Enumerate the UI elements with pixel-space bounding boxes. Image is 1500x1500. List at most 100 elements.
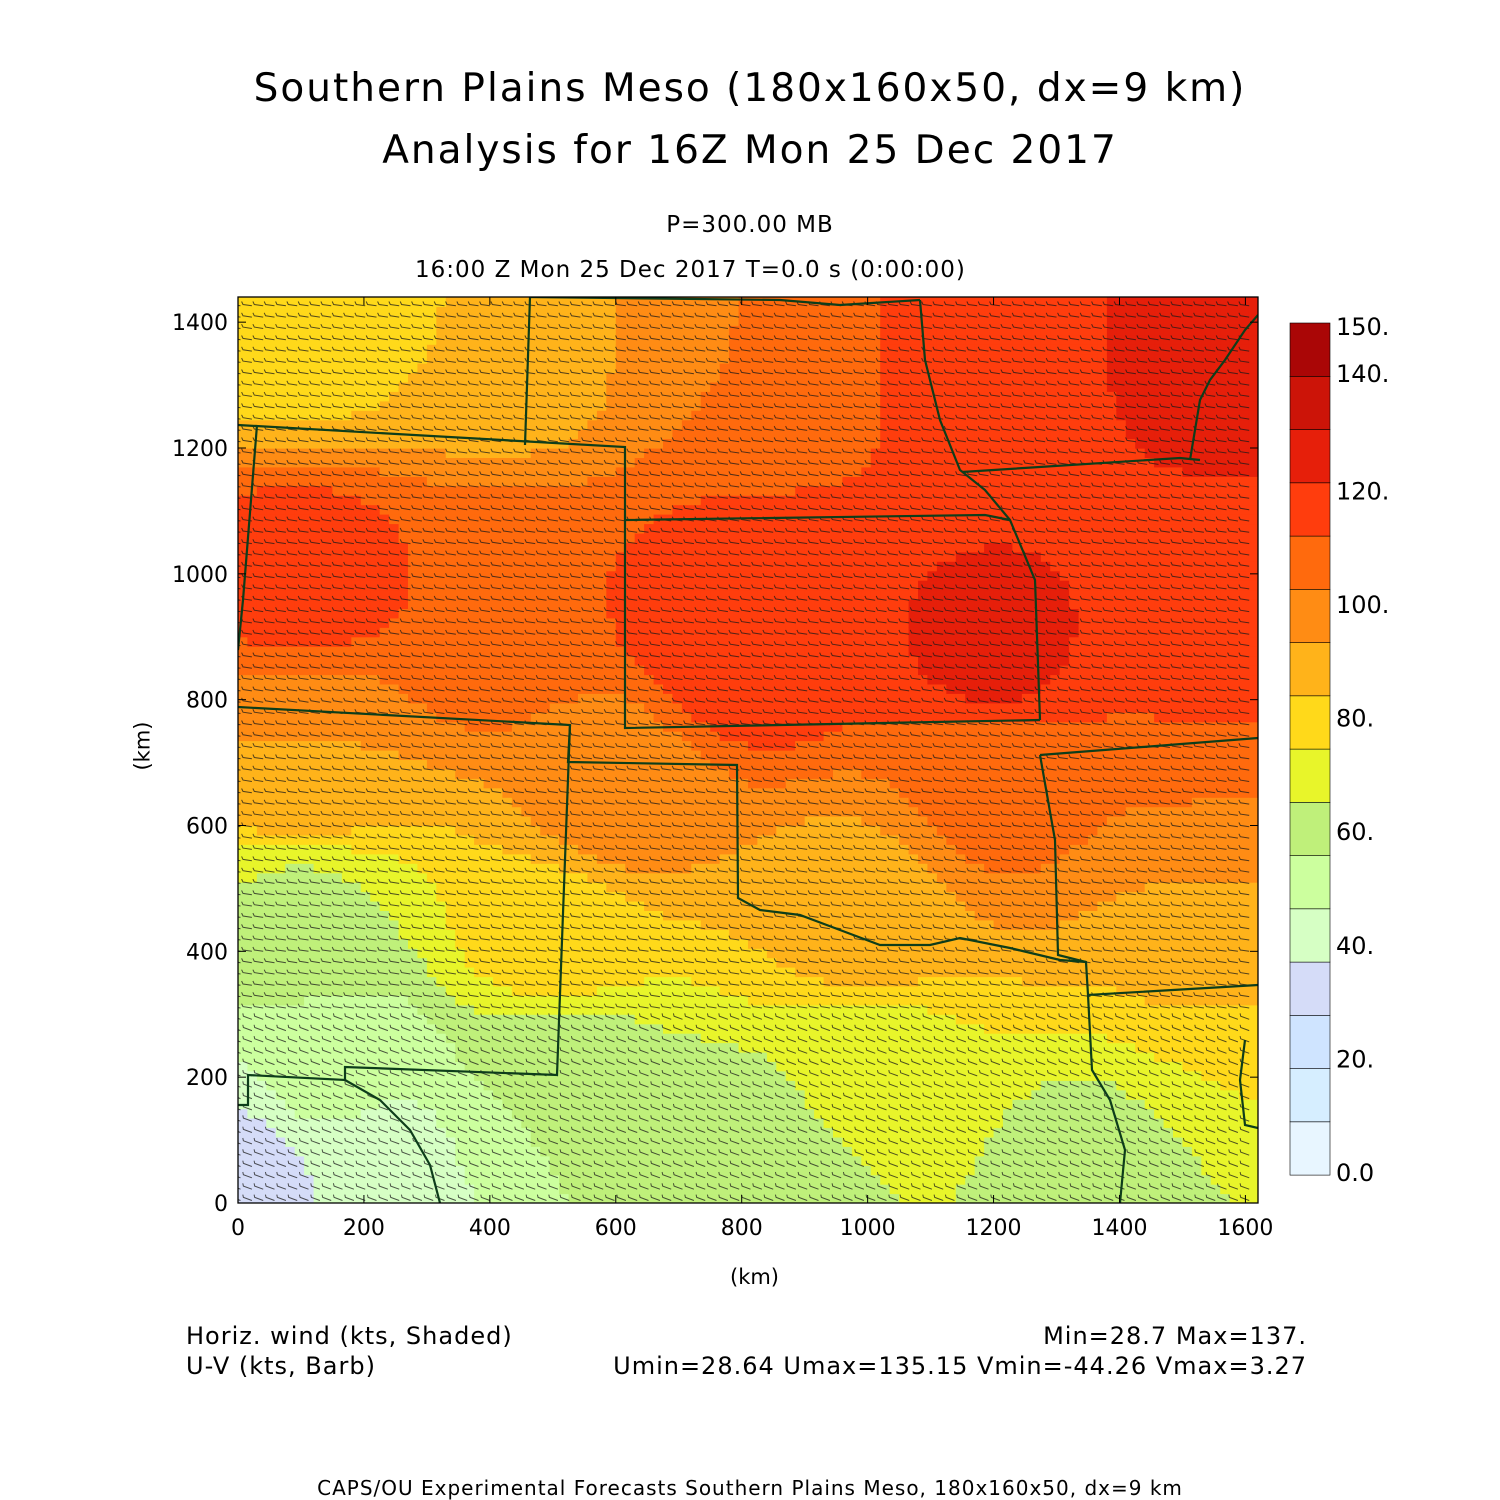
field-cell	[389, 476, 399, 486]
field-cell	[663, 439, 673, 449]
field-cell	[663, 769, 673, 779]
field-cell	[512, 514, 522, 524]
field-cell	[323, 1005, 333, 1015]
field-cell	[569, 401, 579, 411]
field-cell	[304, 712, 314, 722]
field-cell	[380, 778, 390, 788]
field-cell	[474, 854, 484, 864]
field-cell	[644, 401, 654, 411]
field-cell	[455, 1014, 465, 1024]
field-cell	[502, 854, 512, 864]
field-cell	[285, 741, 295, 751]
field-cell	[720, 382, 730, 392]
field-cell	[587, 703, 597, 713]
field-cell	[720, 533, 730, 543]
field-cell	[720, 1061, 730, 1071]
field-cell	[663, 665, 673, 675]
field-cell	[285, 1137, 295, 1147]
field-cell	[285, 892, 295, 902]
field-cell	[342, 420, 352, 430]
field-cell	[276, 929, 286, 939]
field-cell	[625, 344, 635, 354]
field-cell	[587, 722, 597, 732]
field-cell	[361, 1137, 371, 1147]
field-cell	[455, 1146, 465, 1156]
field-cell	[474, 1137, 484, 1147]
field-cell	[380, 344, 390, 354]
field-cell	[720, 939, 730, 949]
field-cell	[304, 495, 314, 505]
field-cell	[436, 344, 446, 354]
field-cell	[493, 986, 503, 996]
field-cell	[323, 910, 333, 920]
field-cell	[512, 1033, 522, 1043]
field-cell	[446, 684, 456, 694]
field-cell	[559, 306, 569, 316]
field-cell	[701, 590, 711, 600]
field-cell	[361, 835, 371, 845]
field-cell	[455, 514, 465, 524]
field-cell	[285, 571, 295, 581]
field-cell	[569, 476, 579, 486]
field-cell	[266, 608, 276, 618]
field-cell	[304, 892, 314, 902]
field-cell	[531, 1061, 541, 1071]
field-cell	[550, 826, 560, 836]
field-cell	[625, 1109, 635, 1119]
field-cell	[682, 439, 692, 449]
field-cell	[342, 835, 352, 845]
field-cell	[455, 967, 465, 977]
field-cell	[266, 382, 276, 392]
field-cell	[587, 363, 597, 373]
field-cell	[672, 873, 682, 883]
field-cell	[531, 665, 541, 675]
field-cell	[247, 552, 257, 562]
field-cell	[502, 401, 512, 411]
field-cell	[455, 590, 465, 600]
field-cell	[644, 1005, 654, 1015]
field-cell	[531, 457, 541, 467]
field-cell	[493, 1165, 503, 1175]
field-cell	[247, 316, 257, 326]
field-cell	[361, 703, 371, 713]
field-cell	[587, 967, 597, 977]
field-cell	[531, 778, 541, 788]
field-cell	[399, 741, 409, 751]
field-cell	[512, 363, 522, 373]
field-cell	[247, 665, 257, 675]
field-cell	[531, 948, 541, 958]
field-cell	[701, 1052, 711, 1062]
field-cell	[559, 712, 569, 722]
field-cell	[417, 769, 427, 779]
field-cell	[304, 344, 314, 354]
field-cell	[417, 882, 427, 892]
field-cell	[569, 306, 579, 316]
field-cell	[446, 797, 456, 807]
field-cell	[672, 627, 682, 637]
field-cell	[474, 1080, 484, 1090]
field-cell	[380, 741, 390, 751]
field-cell	[531, 741, 541, 751]
field-cell	[493, 684, 503, 694]
field-cell	[332, 910, 342, 920]
field-cell	[512, 1184, 522, 1194]
field-cell	[266, 797, 276, 807]
field-cell	[663, 1146, 673, 1156]
field-cell	[436, 882, 446, 892]
field-cell	[276, 684, 286, 694]
field-cell	[446, 542, 456, 552]
field-cell	[389, 646, 399, 656]
field-cell	[720, 892, 730, 902]
field-cell	[644, 948, 654, 958]
field-cell	[342, 1137, 352, 1147]
field-cell	[342, 684, 352, 694]
field-cell	[569, 420, 579, 430]
field-cell	[361, 1014, 371, 1024]
field-cell	[417, 599, 427, 609]
field-cell	[512, 901, 522, 911]
field-cell	[644, 1071, 654, 1081]
field-cell	[247, 1184, 257, 1194]
field-cell	[247, 1014, 257, 1024]
field-cell	[304, 542, 314, 552]
field-cell	[399, 816, 409, 826]
